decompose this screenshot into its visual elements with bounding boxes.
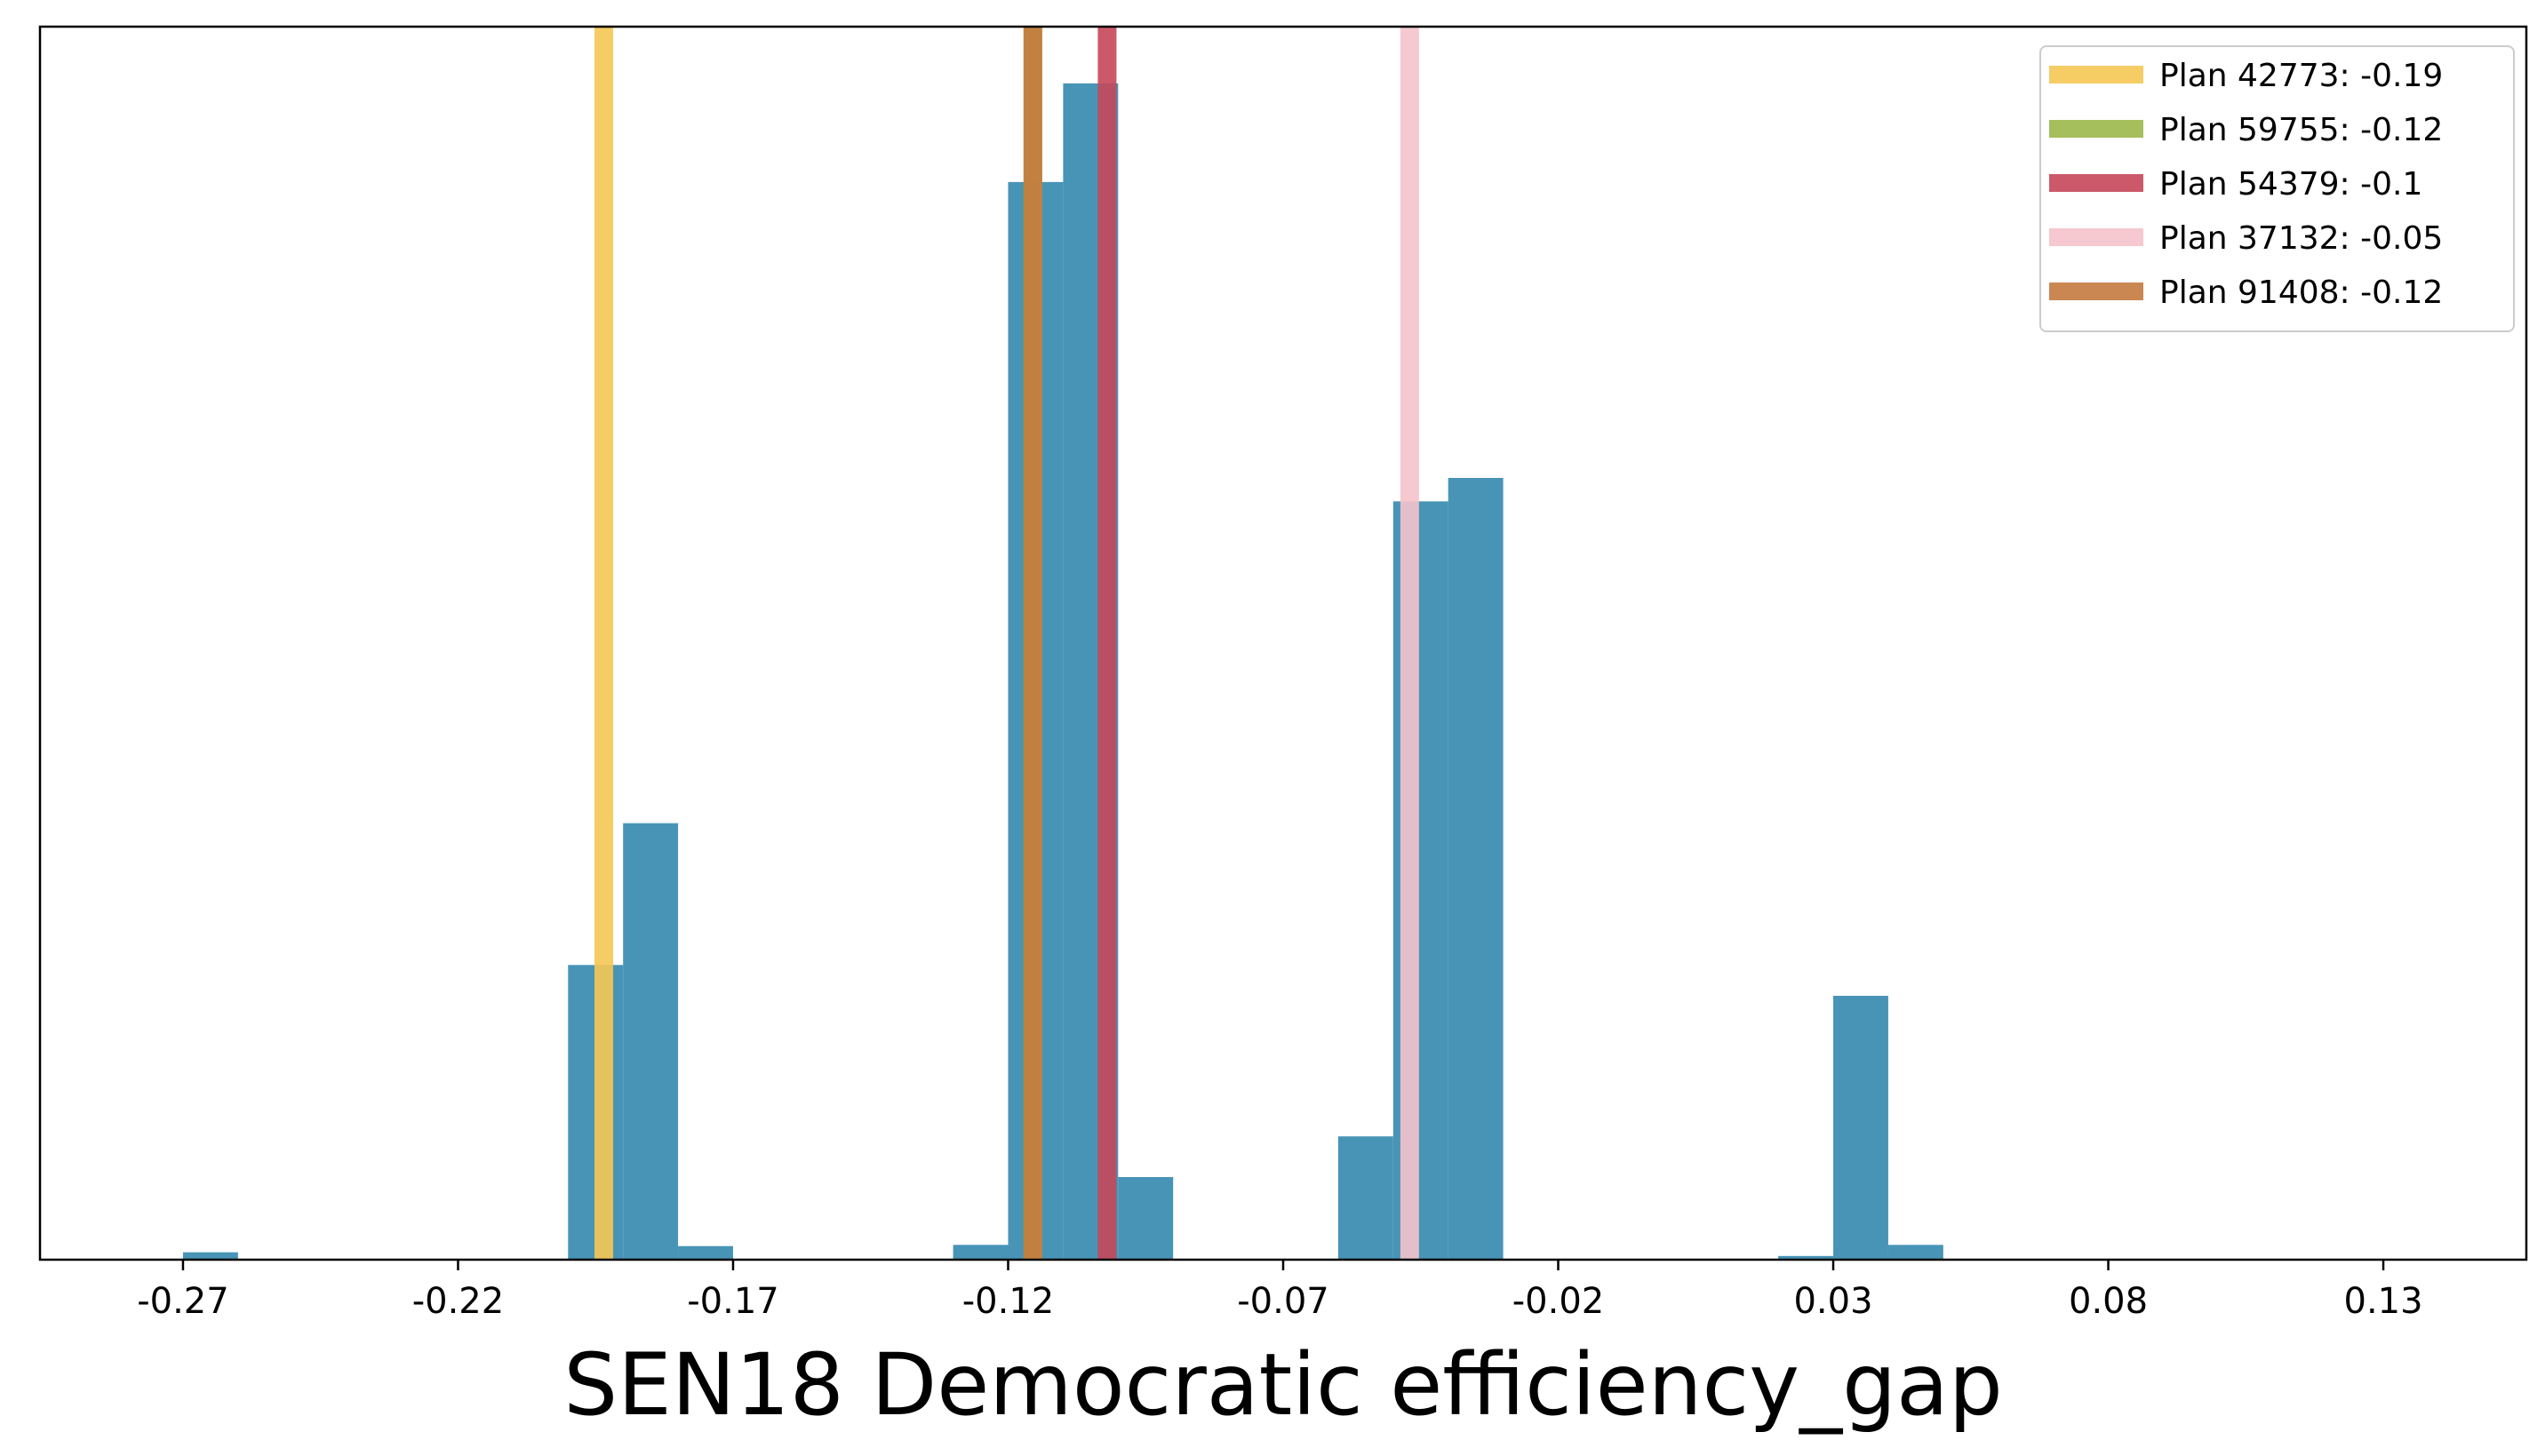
legend-label-3: Plan 37132: -0.05 xyxy=(2159,220,2443,257)
x-tick-label-5: -0.02 xyxy=(1512,1281,1605,1322)
histogram-bar-7 xyxy=(1118,1177,1174,1260)
histogram-bar-3 xyxy=(678,1245,733,1260)
x-tick-label-8: 0.13 xyxy=(2344,1281,2423,1322)
x-tick-label-6: 0.03 xyxy=(1793,1281,1872,1322)
legend-label-0: Plan 42773: -0.19 xyxy=(2159,58,2443,94)
legend-label-4: Plan 91408: -0.12 xyxy=(2159,274,2443,311)
x-tick-label-1: -0.22 xyxy=(412,1281,505,1322)
legend-label-2: Plan 54379: -0.1 xyxy=(2159,166,2422,203)
x-tick-label-3: -0.12 xyxy=(962,1281,1055,1322)
x-tick-label-4: -0.07 xyxy=(1237,1281,1329,1322)
x-tick-label-0: -0.27 xyxy=(137,1281,229,1322)
x-tick-label-2: -0.17 xyxy=(687,1281,779,1322)
reference-lines xyxy=(594,27,1419,1260)
x-tick-label-7: 0.08 xyxy=(2069,1281,2148,1322)
histogram-bar-13 xyxy=(1887,1245,1943,1260)
histogram-bar-11 xyxy=(1778,1255,1834,1260)
x-axis-ticks: -0.27 -0.22 -0.17 -0.12 -0.07 -0.02 0.03 0.08 0.… xyxy=(137,1260,2423,1322)
legend-label-1: Plan 59755: -0.12 xyxy=(2159,112,2443,148)
histogram-bar-4 xyxy=(953,1245,1009,1260)
x-axis-label: SEN18 Democratic efficiency_gap xyxy=(563,1335,2003,1435)
histogram-bar-12 xyxy=(1833,995,1888,1260)
histogram-bar-0 xyxy=(182,1252,238,1260)
histogram-bar-8 xyxy=(1337,1136,1393,1260)
histogram-bar-10 xyxy=(1448,478,1504,1260)
histogram-bar-2 xyxy=(623,823,679,1260)
legend-box xyxy=(2039,45,2515,332)
legend: Plan 42773: -0.19 Plan 59755: -0.12 Plan 5… xyxy=(2039,45,2515,332)
